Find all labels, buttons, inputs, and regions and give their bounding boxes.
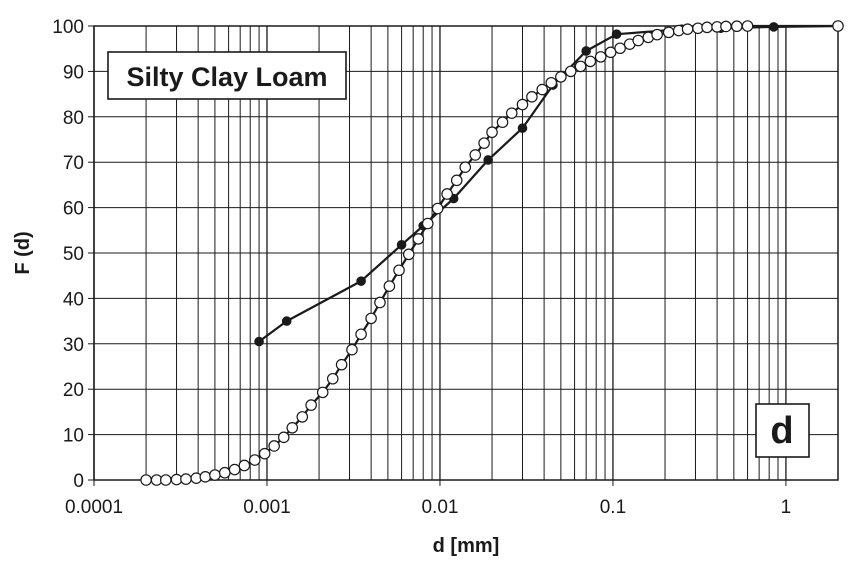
open-circle-point [681,23,694,35]
open-circle-point [555,71,567,83]
open-circle-point [459,161,472,173]
chart-title-box: Silty Clay Loam [107,51,347,100]
plot-border [93,25,839,481]
filled-circle-point [356,276,366,286]
panel-label-frame [755,403,810,458]
x-tick-label: 0.0001 [65,497,123,518]
panel-label: d [770,410,793,452]
plot-frame [93,25,839,481]
open-circle-point [450,174,463,187]
open-circle-point [402,248,415,261]
filled-circle-point [611,29,622,39]
y-tick-label: 100 [52,17,84,38]
y-tick-label: 50 [63,244,84,265]
open-circle-point [159,474,172,486]
open-circle-point [574,60,587,73]
open-circle-point [594,51,607,63]
open-circle-point [365,312,377,325]
filled-circle-point [281,316,292,326]
open-circle-point [326,372,339,385]
filled-circle-point [517,123,528,133]
open-circle-point [355,328,367,341]
chart-title-frame [107,51,347,100]
filled-circle-point [254,336,264,347]
open-circle-point [701,21,713,34]
panel-label-box: d [755,403,810,458]
open-circle-point [383,280,396,292]
y-tick-label: 80 [63,108,84,129]
open-circle-point [731,20,743,33]
y-tick-label: 30 [63,335,84,356]
open-circle-point [277,431,290,444]
x-tick-label: 0.001 [243,497,291,518]
open-circle-point [564,65,577,78]
open-circle-point [469,149,482,161]
open-circle-point [218,466,231,479]
tick-labels: 0 10 20 30 40 50 60 70 80 90 100 0.0001 0.001 0.01 0.1… [52,17,791,518]
y-tick-label: 20 [63,380,84,401]
open-circle-point [496,116,509,129]
open-circle-point [374,296,386,309]
filled-circle-point [396,240,407,250]
open-circle-point [412,233,425,245]
y-tick-label: 70 [63,153,84,174]
open-circle-point [316,386,329,399]
filled-circle-point [483,155,493,165]
open-circle-point [545,76,558,89]
open-circle-point [228,463,241,476]
open-circle-point [268,440,280,452]
open-circle-point [199,471,212,483]
open-circle-point [536,83,549,96]
open-circle-point [286,421,299,434]
open-circle-point [140,474,152,486]
x-tick-label: 1 [781,497,792,518]
data-series [140,20,844,486]
open-circle-point [720,20,732,33]
open-circle-point [346,343,358,356]
open-circle-point [516,98,529,111]
y-tick-label: 90 [63,62,84,83]
y-tick-label: 60 [63,199,84,220]
open-circle-point [478,137,490,149]
open-circle-point [180,473,192,485]
x-tick-label: 0.1 [600,497,626,518]
open-circle-point [741,20,754,32]
open-circle-point [584,55,597,68]
open-circle-point [614,42,626,55]
y-tick-label: 10 [63,426,84,447]
open-circle-point [296,411,309,423]
open-circle-point [832,20,844,32]
y-tick-label: 40 [63,289,84,310]
open-circle-point [526,91,538,103]
open-circle-point [441,188,453,200]
filled-circle-point [581,46,591,56]
y-tick-label: 0 [73,471,84,492]
x-tick-label: 0.01 [421,497,458,518]
open-circle-point [486,126,498,139]
open-circle-point [431,202,444,215]
open-circle-point [393,264,405,277]
open-circle-point [604,46,617,59]
open-circle-point [632,34,645,47]
open-circle-point [421,217,434,230]
open-circle-point [305,399,317,411]
open-circle-point [651,28,663,41]
open-circle-point [505,107,518,119]
open-circle-point [248,454,261,466]
open-circle-point [209,469,221,481]
open-circle-point [335,358,348,371]
y-axis-title: F (d) [12,231,34,274]
open-circle-point [238,459,251,472]
open-circle-point [662,26,675,39]
open-circle-point [258,447,271,460]
chart-title: Silty Clay Loam [126,62,327,92]
x-axis-title: d [mm] [433,535,500,557]
